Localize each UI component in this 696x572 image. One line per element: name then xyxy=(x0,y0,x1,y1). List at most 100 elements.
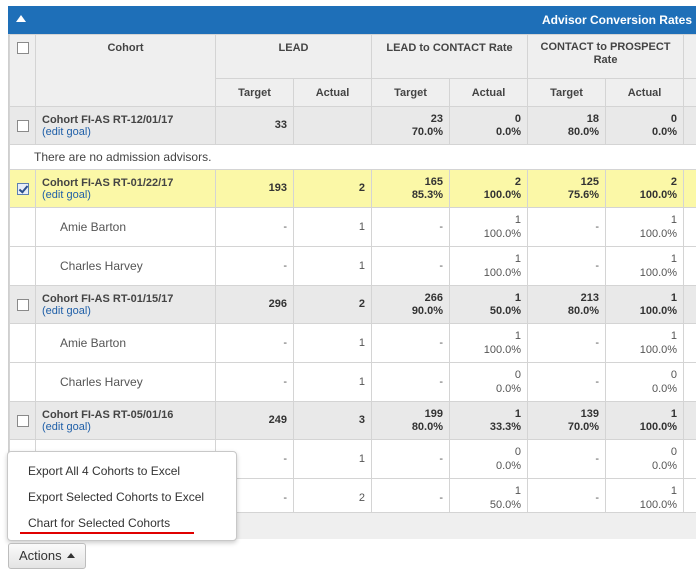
lead-actual-cell: 1 xyxy=(292,362,373,402)
cohort-checkbox[interactable] xyxy=(16,414,29,427)
advisor-row: Charles Harvey - 1 - 0 0.0% - 0 0.0% xyxy=(9,362,696,402)
lc-actual-value: 1 xyxy=(514,291,522,304)
lead-target-cell: 249 xyxy=(215,401,294,440)
lc-actual-value: 1 xyxy=(514,214,522,226)
lc-actual-pct: 100.0% xyxy=(483,188,522,201)
cp-actual-value: 2 xyxy=(670,175,678,188)
advisor-name: Charles Harvey xyxy=(35,246,216,286)
cp-target-pct: 70.0% xyxy=(567,420,600,433)
lc-actual-pct: 0.0% xyxy=(495,460,522,472)
cp-target-cell: - xyxy=(527,207,607,247)
lc-actual-value: 1 xyxy=(514,253,522,265)
lead-to-contact-header: LEAD to CONTACT Rate xyxy=(371,34,529,79)
lc-target-value: 266 xyxy=(424,291,444,304)
report-header-bar: Advisor Conversion Rates xyxy=(8,6,696,34)
cp-actual-pct: 100.0% xyxy=(639,267,678,279)
lc-target-cell: - xyxy=(371,478,451,518)
cohort-row[interactable]: Cohort FI-AS RT-01/22/17 (edit goal) 193 … xyxy=(9,169,696,208)
cp-actual-value: 0 xyxy=(670,369,678,381)
lead-target-cell: - xyxy=(215,246,294,286)
cohort-row[interactable]: Cohort FI-AS RT-12/01/17 (edit goal) 33 2… xyxy=(9,106,696,145)
cohort-name: Cohort FI-AS RT-12/01/17 xyxy=(42,113,174,126)
cohort-header[interactable]: Cohort xyxy=(35,34,216,107)
conversion-table: Cohort LEAD LEAD to CONTACT Rate CONTACT… xyxy=(8,34,696,518)
cp-actual-value: 0 xyxy=(670,446,678,458)
lc-actual-value: 0 xyxy=(514,112,522,125)
lc-target-pct: 85.3% xyxy=(411,188,444,201)
cp-actual-pct: 100.0% xyxy=(639,228,678,240)
lead-target-cell: - xyxy=(215,207,294,247)
advisor-name: Amie Barton xyxy=(35,323,216,363)
advisor-row: Amie Barton - 1 - 1 100.0% - 1 100.0% xyxy=(9,207,696,247)
cp-actual-header: Actual xyxy=(605,78,685,107)
lead-actual-cell: 1 xyxy=(292,323,373,363)
export-selected-menu-item[interactable]: Export Selected Cohorts to Excel xyxy=(28,490,205,504)
cp-target-cell: - xyxy=(527,439,607,479)
lc-target-pct: 70.0% xyxy=(411,125,444,138)
lc-target-pct: 90.0% xyxy=(411,304,444,317)
lc-target-header: Target xyxy=(371,78,451,107)
cohort-checkbox[interactable] xyxy=(16,182,29,195)
advisor-row: Amie Barton - 1 - 1 100.0% - 1 100.0% xyxy=(9,323,696,363)
lc-target-cell: - xyxy=(371,439,451,479)
select-all-checkbox[interactable] xyxy=(16,42,29,55)
cp-target-value: 18 xyxy=(586,112,600,125)
cp-target-pct: 80.0% xyxy=(567,304,600,317)
collapse-caret-icon[interactable] xyxy=(16,15,26,22)
lead-actual-cell: 1 xyxy=(292,246,373,286)
lead-actual-cell xyxy=(292,106,373,145)
cp-target-pct: 80.0% xyxy=(567,125,600,138)
lc-target-pct: 80.0% xyxy=(411,420,444,433)
lead-target-cell: - xyxy=(215,323,294,363)
lead-actual-cell: 1 xyxy=(292,207,373,247)
lead-target-cell: - xyxy=(215,362,294,402)
cohort-row[interactable]: Cohort FI-AS RT-01/15/17 (edit goal) 296 … xyxy=(9,285,696,324)
cp-target-value: 213 xyxy=(580,291,600,304)
cohort-row[interactable]: Cohort FI-AS RT-05/01/16 (edit goal) 249 … xyxy=(9,401,696,440)
edit-goal-link[interactable]: edit goal xyxy=(45,125,88,138)
edit-goal-link[interactable]: edit goal xyxy=(45,188,88,201)
highlight-underline xyxy=(20,532,194,534)
actions-button-label: Actions xyxy=(19,548,62,563)
edit-goal-link[interactable]: edit goal xyxy=(45,304,88,317)
actions-button[interactable]: Actions xyxy=(8,543,86,569)
lead-target-cell: 33 xyxy=(215,106,294,145)
cp-actual-value: 1 xyxy=(670,214,678,226)
advisor-name: Charles Harvey xyxy=(35,362,216,402)
cohort-checkbox[interactable] xyxy=(16,119,29,132)
lc-target-cell: - xyxy=(371,362,451,402)
lc-actual-pct: 100.0% xyxy=(483,267,522,279)
overflow-header xyxy=(683,78,696,107)
cp-actual-value: 1 xyxy=(670,253,678,265)
lead-target-cell: 296 xyxy=(215,285,294,324)
cp-actual-value: 0 xyxy=(670,112,678,125)
cohort-checkbox[interactable] xyxy=(16,298,29,311)
cp-target-value: 139 xyxy=(580,407,600,420)
chart-selected-menu-item[interactable]: Chart for Selected Cohorts xyxy=(28,516,171,530)
no-advisors-row: There are no admission advisors. xyxy=(8,144,696,170)
lc-target-value: 199 xyxy=(424,407,444,420)
export-all-menu-item[interactable]: Export All 4 Cohorts to Excel xyxy=(28,464,181,478)
cp-target-header: Target xyxy=(527,78,607,107)
lc-actual-value: 2 xyxy=(514,175,522,188)
lc-actual-pct: 33.3% xyxy=(489,420,522,433)
cp-actual-pct: 100.0% xyxy=(639,304,678,317)
edit-goal-link[interactable]: edit goal xyxy=(45,420,88,433)
lc-actual-value: 1 xyxy=(514,485,522,497)
lead-target-header: Target xyxy=(215,78,294,107)
overflow-header xyxy=(683,34,696,79)
cp-actual-value: 1 xyxy=(670,485,678,497)
lc-actual-pct: 50.0% xyxy=(489,499,522,511)
lc-target-cell: - xyxy=(371,323,451,363)
cp-target-cell: - xyxy=(527,246,607,286)
cp-target-value: 125 xyxy=(580,175,600,188)
contact-to-prospect-header: CONTACT to PROSPECT Rate xyxy=(527,34,685,79)
no-advisors-message: There are no admission advisors. xyxy=(8,144,696,170)
cp-target-cell: - xyxy=(527,478,607,518)
caret-up-icon xyxy=(67,553,75,558)
lc-actual-value: 1 xyxy=(514,330,522,342)
lead-target-cell: 193 xyxy=(215,169,294,208)
header-row-1: Cohort LEAD LEAD to CONTACT Rate CONTACT… xyxy=(9,34,696,107)
advisor-row: Charles Harvey - 1 - 1 100.0% - 1 100.0% xyxy=(9,246,696,286)
actions-menu: Export All 4 Cohorts to Excel Export Sel… xyxy=(7,451,237,541)
